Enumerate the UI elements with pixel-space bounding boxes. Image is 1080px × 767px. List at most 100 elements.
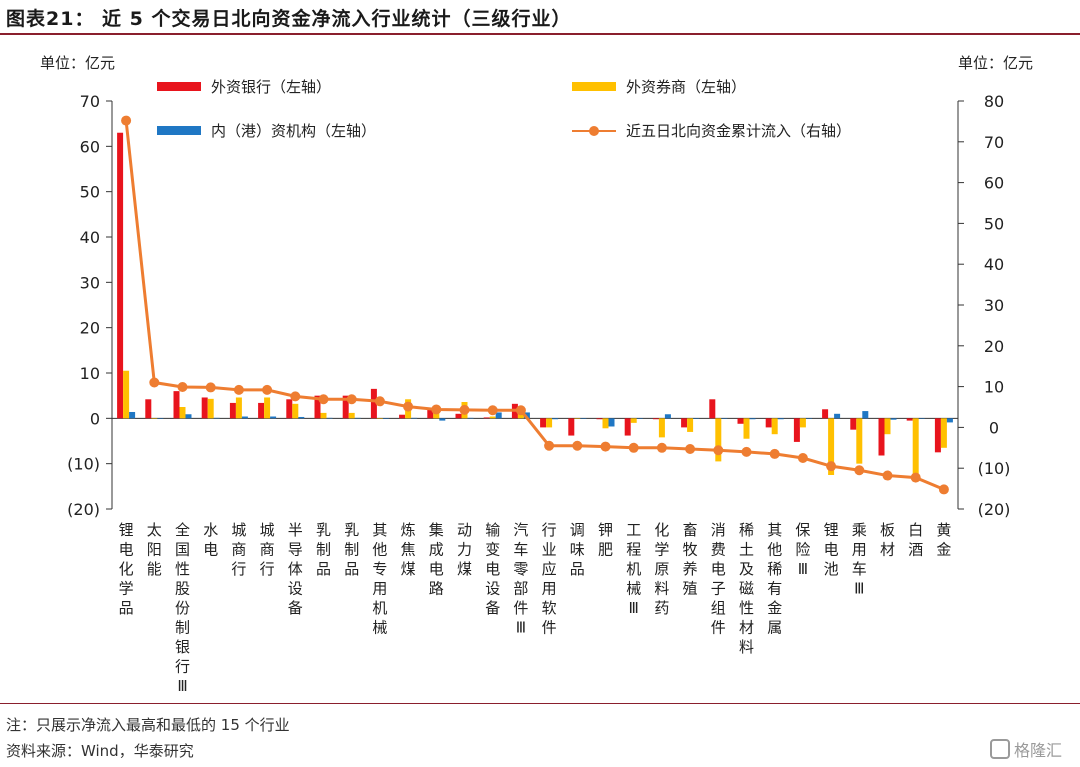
bar-hk-institution — [382, 418, 389, 419]
cumulative-point — [346, 394, 357, 405]
category-label: 消费电子组件 — [711, 521, 726, 637]
bar-foreign-broker — [912, 418, 919, 475]
category-label: 乳制品 — [316, 521, 331, 578]
left-axis-tick-label: 20 — [80, 319, 100, 338]
bar-foreign-broker — [743, 418, 750, 439]
cumulative-point — [685, 444, 696, 455]
cumulative-point — [149, 377, 160, 388]
legend-cumulative: 近五日北向资金累计流入（右轴） — [572, 120, 851, 141]
bar-hk-institution — [213, 417, 220, 419]
cumulative-point — [769, 448, 780, 459]
right-axis-tick-label: 80 — [984, 92, 1004, 111]
cumulative-point — [797, 453, 808, 463]
right-axis-tick-label: 30 — [984, 296, 1004, 315]
legend-swatch-blue — [157, 126, 201, 135]
bar-foreign-bank — [229, 402, 236, 419]
bar-foreign-bank — [145, 399, 152, 419]
legend-swatch-yellow — [572, 82, 616, 91]
right-axis-tick-label: 20 — [984, 337, 1004, 356]
bar-foreign-broker — [207, 398, 214, 419]
title-rule — [0, 33, 1080, 35]
category-label: 全国性股份制银行 Ⅲ — [175, 521, 190, 695]
bar-foreign-bank — [850, 418, 857, 430]
bar-hk-institution — [467, 417, 474, 419]
cumulative-point — [487, 405, 498, 416]
cumulative-point — [854, 465, 865, 476]
bar-hk-institution — [354, 417, 361, 419]
bar-foreign-bank — [822, 409, 829, 419]
category-label: 其他专用机械 — [372, 521, 387, 637]
category-label: 保险 Ⅲ — [795, 521, 810, 578]
right-axis-tick-label: (20) — [978, 500, 1011, 519]
bar-foreign-broker — [715, 418, 722, 462]
cumulative-point — [459, 404, 470, 415]
cumulative-point — [713, 445, 724, 456]
bar-hk-institution — [749, 418, 756, 420]
bar-hk-institution — [157, 418, 164, 419]
bar-hk-institution — [326, 417, 333, 419]
legend-swatch-line — [572, 124, 616, 138]
bar-foreign-broker — [940, 418, 947, 448]
bar-foreign-bank — [624, 418, 631, 436]
bar-foreign-bank — [117, 132, 124, 419]
bar-foreign-bank — [906, 418, 913, 421]
right-axis-tick-label: (10) — [978, 459, 1011, 478]
bar-foreign-broker — [687, 418, 694, 432]
bar-foreign-bank — [568, 418, 575, 436]
right-axis-tick-label: 40 — [984, 255, 1004, 274]
title-bar: 图表21： 近 5 个交易日北向资金净流入行业统计（三级行业） — [0, 0, 1080, 33]
bar-foreign-bank — [793, 418, 800, 442]
bar-foreign-bank — [681, 418, 688, 428]
chart-source: 资料来源：Wind，华泰研究 — [6, 742, 194, 760]
cumulative-point — [233, 384, 244, 395]
category-label: 其他稀有金属 — [767, 521, 782, 637]
bar-foreign-bank — [878, 418, 885, 456]
cumulative-point — [741, 446, 752, 457]
bar-foreign-broker — [320, 412, 327, 419]
bar-hk-institution — [270, 416, 277, 419]
bar-hk-institution — [890, 418, 897, 420]
category-label: 水电 — [203, 521, 218, 559]
left-axis-tick-label: 10 — [80, 364, 100, 383]
cumulative-point — [374, 396, 385, 407]
bar-foreign-broker — [546, 418, 553, 428]
bar-foreign-broker — [771, 418, 778, 435]
bar-foreign-broker — [264, 397, 271, 419]
bar-foreign-bank — [765, 418, 772, 428]
cumulative-point — [600, 441, 611, 452]
left-axis-tick-label: 0 — [90, 409, 100, 428]
cumulative-point — [318, 394, 329, 405]
bar-hk-institution — [946, 418, 953, 423]
bar-foreign-broker — [489, 416, 496, 419]
cumulative-point — [403, 401, 414, 412]
watermark-text: 格隆汇 — [1014, 741, 1063, 760]
bar-hk-institution — [664, 414, 671, 419]
category-label: 动力煤 — [457, 521, 472, 578]
bar-foreign-broker — [376, 418, 383, 419]
category-label: 钾肥 — [598, 521, 613, 559]
bar-foreign-broker — [348, 412, 355, 419]
bar-hk-institution — [693, 418, 700, 419]
bar-hk-institution — [439, 418, 446, 421]
cumulative-point — [910, 472, 921, 483]
bar-foreign-broker — [856, 418, 863, 464]
category-label: 行业应用软件 — [542, 521, 557, 637]
category-label: 板材 — [880, 521, 895, 559]
legend-hk-institution: 内（港）资机构（左轴） — [157, 120, 376, 141]
legend-label: 外资券商（左轴） — [626, 78, 747, 96]
bar-foreign-bank — [709, 399, 716, 419]
cumulative-point — [882, 470, 893, 481]
bar-foreign-broker — [828, 418, 835, 475]
bar-foreign-bank — [314, 395, 321, 419]
bar-hk-institution — [636, 418, 643, 419]
category-label: 畜牧养殖 — [683, 521, 698, 598]
bar-hk-institution — [185, 414, 192, 419]
cumulative-point — [515, 405, 526, 416]
category-label: 汽车零部件 Ⅲ — [513, 521, 528, 637]
bar-foreign-broker — [630, 418, 637, 423]
category-label: 输变电设备 — [485, 521, 500, 617]
bar-hk-institution — [411, 417, 418, 419]
bar-hk-institution — [523, 412, 530, 419]
bar-foreign-bank — [173, 391, 180, 419]
bar-foreign-bank — [370, 388, 377, 419]
